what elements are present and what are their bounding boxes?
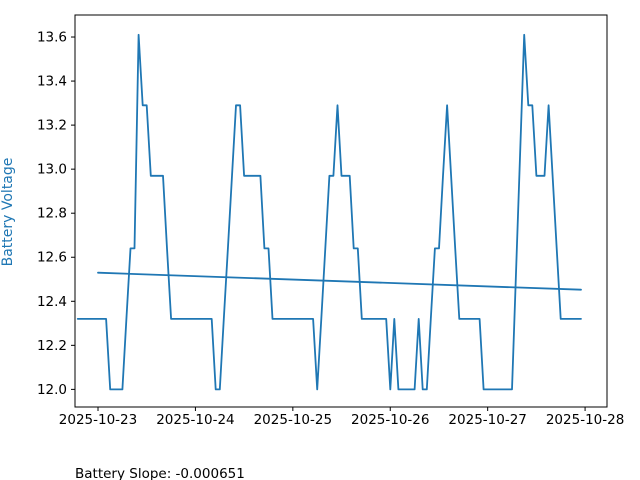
battery-voltage-line [76,33,582,391]
y-axis-label: Battery Voltage [0,157,16,267]
axes-spines [74,14,608,408]
chart-annotations: Battery Slope: -0.000651 Battery Min: 12… [75,431,357,480]
y-tick-label: 12.6 [37,250,67,266]
battery-trend-line [97,271,582,291]
y-tick-label: 12.4 [37,294,67,310]
y-tick-label: 12.2 [37,338,67,354]
x-tick-label: 2025-10-26 [351,412,429,428]
y-tick-label: 12.8 [37,206,67,222]
x-tick-label: 2025-10-25 [254,412,332,428]
x-tick-label: 2025-10-23 [59,412,137,428]
y-tick-label: 13.4 [37,74,67,90]
x-tick-label: 2025-10-27 [448,412,526,428]
y-tick-label: 12.0 [37,382,67,398]
y-tick-label: 13.0 [37,162,67,178]
y-tick-label: 13.6 [37,30,67,46]
y-tick-label: 13.2 [37,118,67,134]
x-tick-label: 2025-10-28 [546,412,624,428]
x-tick-label: 2025-10-24 [156,412,234,428]
battery-slope-text: Battery Slope: -0.000651 [75,466,245,480]
